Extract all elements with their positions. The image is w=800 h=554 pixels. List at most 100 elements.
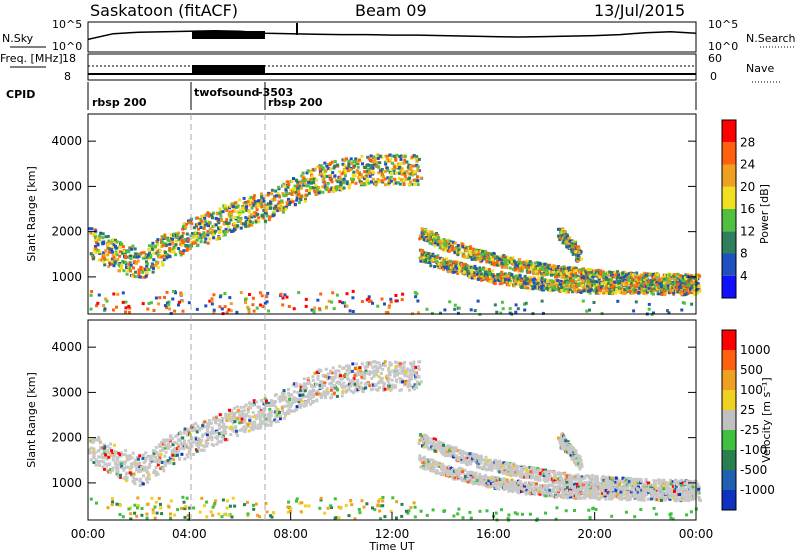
noise-left-label: N.Sky <box>2 32 34 45</box>
data-cell <box>421 235 425 239</box>
data-cell <box>144 268 148 271</box>
data-cell <box>640 280 644 283</box>
data-cell <box>427 230 431 234</box>
data-cell <box>196 222 200 226</box>
data-cell <box>193 427 197 431</box>
data-cell <box>203 420 207 424</box>
data-cell <box>136 259 140 263</box>
data-cell <box>282 184 286 188</box>
data-cell <box>258 199 262 203</box>
data-cell <box>172 458 176 462</box>
data-cell <box>216 440 220 444</box>
data-cell <box>378 386 381 390</box>
data-cell <box>586 284 590 288</box>
data-cell <box>171 235 175 239</box>
data-cell <box>137 470 140 474</box>
data-cell <box>217 418 220 422</box>
data-cell <box>611 292 614 296</box>
data-cell <box>373 368 377 372</box>
data-cell <box>353 389 357 393</box>
data-cell <box>332 384 336 388</box>
data-cell <box>636 274 640 278</box>
data-cell <box>249 220 253 224</box>
data-cell <box>152 251 156 255</box>
data-cell <box>200 434 204 438</box>
data-cell <box>559 232 563 236</box>
data-cell <box>490 275 494 279</box>
data-cell <box>316 374 320 378</box>
y-tick-label: 3000 <box>51 179 82 193</box>
near-range-cell <box>210 302 214 306</box>
colorbar-tick-label: 4 <box>740 269 748 283</box>
data-cell <box>669 288 673 292</box>
data-cell <box>533 285 537 289</box>
data-cell <box>622 283 626 287</box>
near-range-cell <box>89 307 93 311</box>
freq-left-tick-bottom: 8 <box>64 70 71 83</box>
data-cell <box>380 168 384 171</box>
data-cell <box>222 204 226 208</box>
data-cell <box>686 283 690 287</box>
data-cell <box>312 388 315 392</box>
near-range-cell <box>634 300 638 304</box>
data-cell <box>362 387 366 391</box>
data-cell <box>499 275 503 279</box>
data-cell <box>576 257 580 261</box>
data-cell <box>312 395 315 399</box>
data-cell <box>620 287 624 291</box>
data-cell <box>264 404 268 408</box>
data-cell <box>381 173 384 177</box>
data-cell <box>236 416 240 420</box>
data-cell <box>568 287 572 291</box>
data-cell <box>520 277 524 281</box>
data-cell <box>561 241 565 245</box>
data-cell <box>540 280 544 284</box>
data-cell <box>115 240 119 244</box>
data-cell <box>581 283 585 287</box>
data-cell <box>244 203 248 207</box>
near-range-cell <box>523 302 526 306</box>
near-range-cell <box>384 311 388 314</box>
data-cell <box>211 229 215 232</box>
cpid-segment-2: twofsound <box>194 86 259 99</box>
data-cell <box>604 282 608 286</box>
data-cell <box>242 409 246 413</box>
data-cell <box>268 407 272 411</box>
data-cell <box>197 227 200 231</box>
data-cell <box>216 434 220 438</box>
data-cell <box>166 442 170 446</box>
data-cell <box>672 274 676 278</box>
data-cell <box>552 282 556 286</box>
data-cell <box>213 418 217 422</box>
data-cell <box>286 180 290 184</box>
data-cell <box>302 177 306 180</box>
data-cell <box>603 286 607 290</box>
freq-right-tick-bottom: 0 <box>710 70 717 83</box>
data-cell <box>324 367 328 371</box>
data-cell <box>453 241 457 245</box>
data-cell <box>161 466 165 470</box>
data-cell <box>239 405 243 409</box>
data-cell <box>140 251 144 255</box>
data-cell <box>210 435 214 439</box>
data-cell <box>575 250 579 254</box>
data-cell <box>207 422 210 426</box>
data-cell <box>250 213 253 217</box>
data-cell <box>377 156 380 160</box>
data-cell <box>640 278 644 281</box>
data-cell <box>156 253 160 257</box>
data-cell <box>305 189 309 193</box>
data-cell <box>372 161 376 164</box>
near-range-cell <box>514 303 518 307</box>
data-cell <box>195 448 198 452</box>
data-cell <box>254 205 258 209</box>
data-cell <box>241 210 245 214</box>
data-cell <box>432 237 436 241</box>
data-cell <box>409 167 413 171</box>
data-cell <box>599 272 603 276</box>
data-cell <box>634 288 638 292</box>
data-cell <box>116 258 120 261</box>
near-range-cell <box>319 292 323 296</box>
data-cell <box>390 383 394 387</box>
data-cell <box>432 235 435 239</box>
